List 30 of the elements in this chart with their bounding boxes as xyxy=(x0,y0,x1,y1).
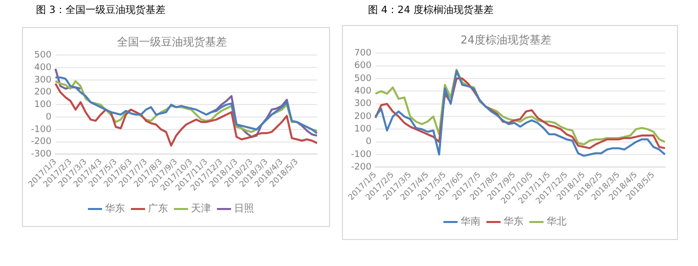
legend-label: 天津 xyxy=(191,202,211,215)
caption: 图 3：全国一级豆油现货基差 xyxy=(36,4,166,17)
legend-label: 华东 xyxy=(105,202,125,215)
legend-label: 华南 xyxy=(460,216,480,228)
y-tick-label: 400 xyxy=(34,62,52,73)
y-tick-label: -200 xyxy=(350,162,372,173)
caption: 图 4：24 度棕榈油现货基差 xyxy=(368,4,494,17)
y-tick-label: 0 xyxy=(366,137,372,148)
y-tick-label: 700 xyxy=(354,48,372,59)
y-tick-label: -100 xyxy=(350,150,372,160)
legend-label: 日照 xyxy=(234,204,254,215)
y-tick-label: 300 xyxy=(354,99,372,110)
y-tick-label: 0 xyxy=(46,112,52,122)
y-tick-label: 100 xyxy=(354,124,372,135)
y-tick-label: 200 xyxy=(34,88,52,98)
y-tick-label: 100 xyxy=(34,100,52,110)
y-tick-label: -300 xyxy=(30,150,52,160)
legend-label: 华东 xyxy=(504,216,524,228)
y-tick-label: 500 xyxy=(354,74,372,84)
y-tick-label: 500 xyxy=(34,50,52,61)
y-tick-label: -200 xyxy=(30,137,52,148)
chart-title: 24度棕油现货基差 xyxy=(460,33,552,46)
y-tick-label: 400 xyxy=(354,86,372,97)
legend-label: 华北 xyxy=(546,216,566,228)
legend-label: 广东 xyxy=(148,202,168,215)
y-tick-label: 200 xyxy=(354,112,372,122)
y-tick-label: 300 xyxy=(34,75,52,86)
y-tick-label: 600 xyxy=(354,61,372,72)
chart-title: 全国一级豆油现货基差 xyxy=(117,35,227,48)
y-tick-label: -100 xyxy=(30,124,52,135)
